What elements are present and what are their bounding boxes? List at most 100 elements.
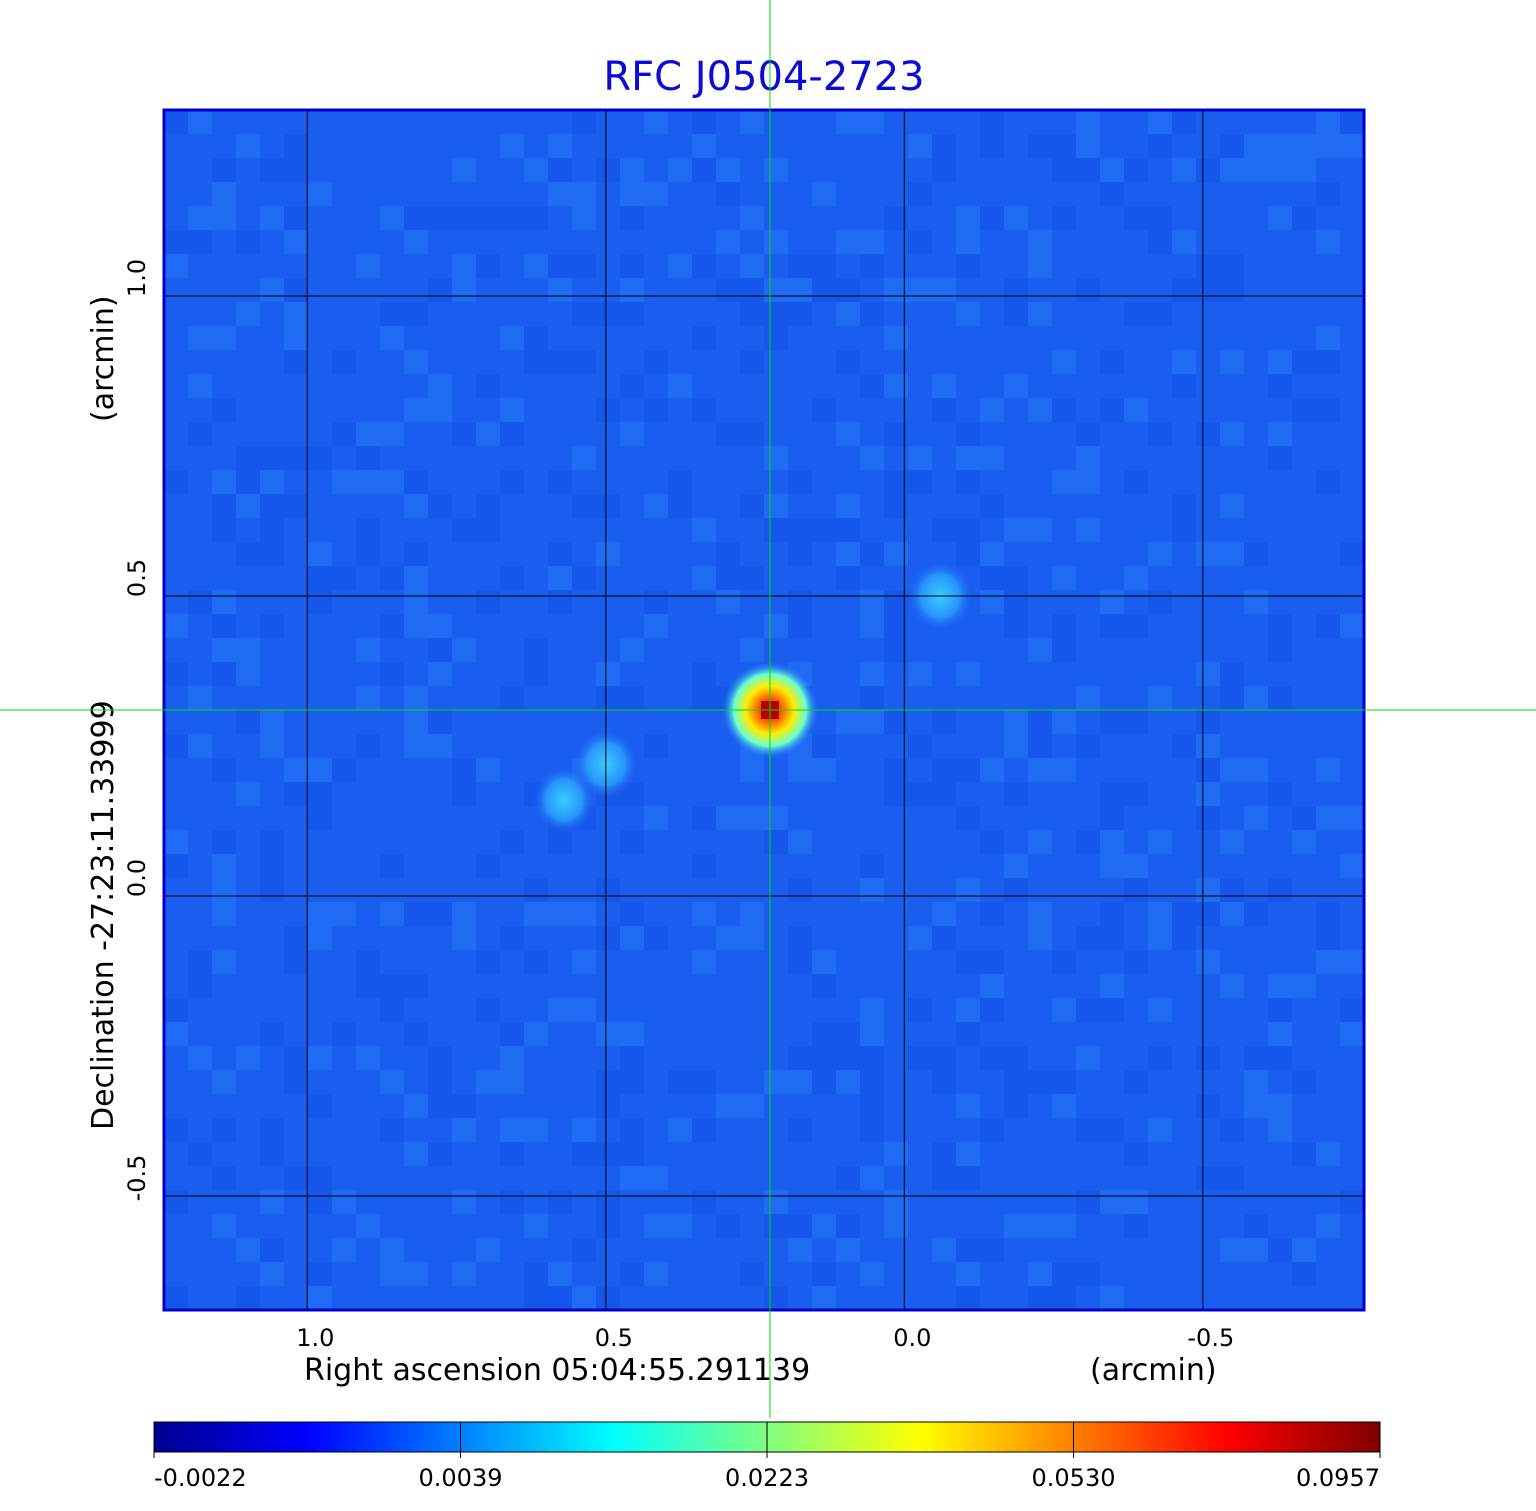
texture-cell xyxy=(764,494,788,518)
texture-cell xyxy=(1292,398,1316,422)
texture-cell xyxy=(1100,1118,1124,1142)
texture-cell xyxy=(260,446,284,470)
texture-cell xyxy=(1100,998,1124,1022)
texture-cell xyxy=(692,1190,716,1214)
texture-cell xyxy=(764,278,788,302)
texture-cell xyxy=(308,182,332,206)
colorbar-tick-label: 0.0957 xyxy=(1296,1464,1380,1492)
texture-cell xyxy=(1316,806,1340,830)
texture-cell xyxy=(164,1118,188,1142)
texture-cell xyxy=(812,1046,836,1070)
texture-cell xyxy=(788,1214,812,1238)
texture-cell xyxy=(932,1166,956,1190)
texture-cell xyxy=(1172,350,1196,374)
texture-cell xyxy=(236,1286,260,1310)
texture-cell xyxy=(956,470,980,494)
texture-cell xyxy=(380,1238,404,1262)
texture-cell xyxy=(668,374,692,398)
texture-cell xyxy=(164,734,188,758)
texture-cell xyxy=(1172,734,1196,758)
texture-cell xyxy=(716,158,740,182)
chart-title: RFC J0504-2723 xyxy=(603,54,924,100)
texture-cell xyxy=(860,302,884,326)
texture-cell xyxy=(860,1166,884,1190)
texture-cell xyxy=(500,1022,524,1046)
colorbar-ticks: -0.0022 0.0039 0.0223 0.0530 0.0957 xyxy=(153,1422,1381,1492)
texture-cell xyxy=(1196,758,1220,782)
texture-cell xyxy=(1220,1166,1244,1190)
texture-cell xyxy=(1100,854,1124,878)
texture-cell xyxy=(860,254,884,278)
texture-cell xyxy=(260,1262,284,1286)
texture-cell xyxy=(524,638,548,662)
texture-cell xyxy=(956,662,980,686)
texture-cell xyxy=(908,926,932,950)
texture-cell xyxy=(1244,758,1268,782)
texture-cell xyxy=(1268,614,1292,638)
texture-cell xyxy=(1316,110,1340,134)
texture-cell xyxy=(260,1118,284,1142)
texture-cell xyxy=(980,494,1004,518)
texture-cell xyxy=(740,902,764,926)
texture-cell xyxy=(1340,542,1364,566)
texture-cell xyxy=(1148,902,1172,926)
texture-cell xyxy=(428,734,452,758)
texture-cell xyxy=(548,158,572,182)
texture-cell xyxy=(1076,422,1100,446)
texture-cell xyxy=(908,182,932,206)
texture-cell xyxy=(284,446,308,470)
texture-cell xyxy=(1172,494,1196,518)
texture-cell xyxy=(452,254,476,278)
texture-cell xyxy=(1220,1118,1244,1142)
texture-cell xyxy=(572,1238,596,1262)
texture-cell xyxy=(308,806,332,830)
texture-cell xyxy=(788,614,812,638)
texture-cell xyxy=(356,1046,380,1070)
texture-cell xyxy=(1340,998,1364,1022)
texture-cell xyxy=(740,206,764,230)
texture-cell xyxy=(500,686,524,710)
texture-cell xyxy=(1004,878,1028,902)
texture-cell xyxy=(1076,926,1100,950)
texture-cell xyxy=(1004,1094,1028,1118)
texture-cell xyxy=(1100,182,1124,206)
texture-cell xyxy=(788,830,812,854)
texture-cell xyxy=(188,326,212,350)
texture-cell xyxy=(764,1070,788,1094)
texture-cell xyxy=(1100,710,1124,734)
texture-cell xyxy=(1316,950,1340,974)
texture-cell xyxy=(452,206,476,230)
texture-cell xyxy=(1268,1046,1292,1070)
texture-cell xyxy=(332,422,356,446)
texture-cell xyxy=(1244,1238,1268,1262)
texture-cell xyxy=(1004,782,1028,806)
texture-cell xyxy=(1292,1142,1316,1166)
colorbar-tick-label: 0.0223 xyxy=(725,1464,809,1492)
texture-cell xyxy=(1004,710,1028,734)
texture-cell xyxy=(452,278,476,302)
texture-cell xyxy=(740,254,764,278)
texture-cell xyxy=(764,518,788,542)
texture-cell xyxy=(1268,422,1292,446)
texture-cell xyxy=(1076,518,1100,542)
texture-cell xyxy=(572,446,596,470)
texture-cell xyxy=(1220,134,1244,158)
texture-cell xyxy=(812,734,836,758)
texture-cell xyxy=(764,1214,788,1238)
texture-cell xyxy=(692,398,716,422)
texture-cell xyxy=(1076,278,1100,302)
texture-cell xyxy=(860,854,884,878)
texture-cell xyxy=(764,326,788,350)
texture-cell xyxy=(428,206,452,230)
texture-cell xyxy=(932,374,956,398)
texture-cell xyxy=(188,950,212,974)
texture-cell xyxy=(404,398,428,422)
texture-cell xyxy=(980,758,1004,782)
texture-cell xyxy=(1076,830,1100,854)
texture-cell xyxy=(260,206,284,230)
colorbar-tick-label: -0.0022 xyxy=(154,1464,247,1492)
texture-cell xyxy=(404,1022,428,1046)
texture-cell xyxy=(740,1262,764,1286)
texture-cell xyxy=(908,734,932,758)
texture-cell xyxy=(524,1214,548,1238)
